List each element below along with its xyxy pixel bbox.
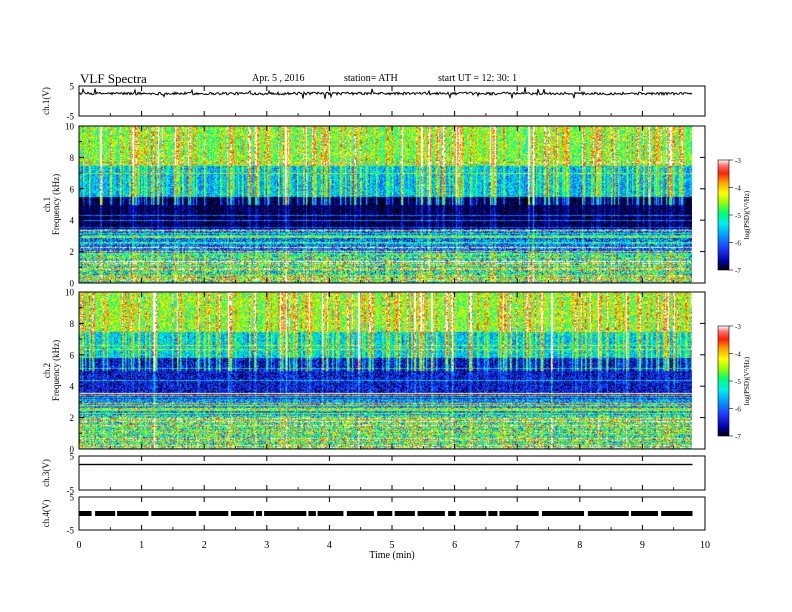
y-tick-label: 5 — [70, 452, 75, 462]
ch4-waveform-segment — [198, 511, 229, 516]
y-tick-label: 5 — [70, 493, 75, 503]
y-tick-label: 8 — [70, 319, 75, 329]
ch4-waveform-segment — [151, 511, 197, 516]
y-axis-label: Frequency (kHz) — [51, 340, 61, 401]
y-tick-label: -5 — [67, 526, 75, 536]
ch4-waveform-segment — [79, 511, 92, 516]
y-tick-label: 8 — [70, 153, 75, 163]
ch4-waveform-segment — [264, 511, 307, 516]
colorbar-tick-label: -3 — [735, 323, 741, 331]
colorbar-label: log(PSD)(V²/Hz) — [743, 356, 751, 405]
ch4-waveform-segment — [448, 511, 456, 516]
colorbar-tick-label: -7 — [735, 267, 741, 275]
x-axis-label: Time (min) — [369, 550, 414, 561]
x-tick-label: 0 — [77, 540, 82, 551]
date-label: Apr. 5 , 2016 — [252, 73, 305, 84]
colorbar-tick-label: -5 — [735, 378, 741, 386]
ch4-waveform-segment — [459, 511, 487, 516]
ch4-waveform-segment — [346, 511, 374, 516]
chart-title: VLF Spectra — [80, 71, 147, 86]
colorbar-tick-label: -4 — [735, 185, 741, 193]
colorbar-tick-label: -4 — [735, 351, 741, 359]
y-tick-label: -5 — [67, 112, 75, 122]
spectrogram-image-ch.1 — [79, 126, 692, 283]
colorbar — [717, 159, 730, 271]
y-axis-label: Frequency (kHz) — [51, 174, 61, 235]
y-tick-label: 4 — [70, 216, 75, 226]
y-channel-label: ch.2 — [42, 363, 52, 378]
ch4-waveform-segment — [661, 511, 693, 516]
x-tick-label: 1 — [139, 540, 144, 551]
y-axis-label: ch.4(V) — [41, 500, 51, 528]
ch4-waveform-segment — [377, 511, 393, 516]
y-tick-label: 5 — [70, 82, 75, 92]
ch4-waveform-segment — [394, 511, 415, 516]
y-tick-label: 4 — [70, 382, 75, 392]
colorbar-tick-label: -6 — [735, 240, 741, 248]
ch4-waveform-segment — [255, 511, 263, 516]
y-tick-label: 0 — [70, 445, 75, 455]
y-tick-label: -5 — [67, 486, 75, 496]
x-tick-label: 6 — [452, 540, 457, 551]
x-tick-label: 8 — [577, 540, 582, 551]
x-tick-label: 10 — [700, 540, 710, 551]
colorbar-tick-label: -5 — [735, 212, 741, 220]
start-ut-label: start UT = 12: 30: 1 — [438, 73, 518, 84]
y-tick-label: 6 — [70, 350, 75, 360]
colorbar-label: log(PSD)(V²/Hz) — [743, 190, 751, 239]
y-axis-label: ch.3(V) — [41, 459, 51, 487]
ch4-waveform-segment — [541, 511, 585, 516]
ch4-waveform-segment — [117, 511, 149, 516]
colorbar-tick-label: -7 — [735, 433, 741, 441]
ch4-waveform-segment — [488, 511, 498, 516]
colorbar-tick-label: -6 — [735, 406, 741, 414]
ch4-waveform-segment — [95, 511, 116, 516]
station-label: station= ATH — [344, 73, 398, 84]
spectrogram-image-ch.2 — [79, 292, 692, 449]
y-tick-label: 10 — [65, 122, 75, 132]
y-channel-label: ch.1 — [42, 197, 52, 212]
ch1-waveform-line — [78, 87, 693, 100]
x-tick-label: 5 — [390, 540, 395, 551]
panel-frame — [78, 455, 706, 491]
y-tick-label: 0 — [70, 279, 75, 289]
x-tick-label: 7 — [515, 540, 520, 551]
ch4-waveform-segment — [499, 511, 539, 516]
ch4-waveform-segment — [230, 511, 254, 516]
x-tick-label: 2 — [202, 540, 207, 551]
colorbar — [717, 325, 730, 437]
x-tick-label: 3 — [264, 540, 269, 551]
ch4-waveform-segment — [631, 511, 658, 516]
y-tick-label: 6 — [70, 184, 75, 194]
y-tick-label: 2 — [70, 413, 75, 423]
colorbar-tick-label: -3 — [735, 157, 741, 165]
ch4-waveform-segment — [587, 511, 629, 516]
ch4-waveform-segment — [308, 511, 316, 516]
x-tick-label: 4 — [327, 540, 332, 551]
y-tick-label: 2 — [70, 247, 75, 257]
x-tick-label: 9 — [640, 540, 645, 551]
ch4-waveform-segment — [417, 511, 445, 516]
y-axis-label: ch.1(V) — [41, 87, 51, 115]
ch4-waveform-segment — [317, 511, 344, 516]
y-tick-label: 10 — [65, 288, 75, 298]
